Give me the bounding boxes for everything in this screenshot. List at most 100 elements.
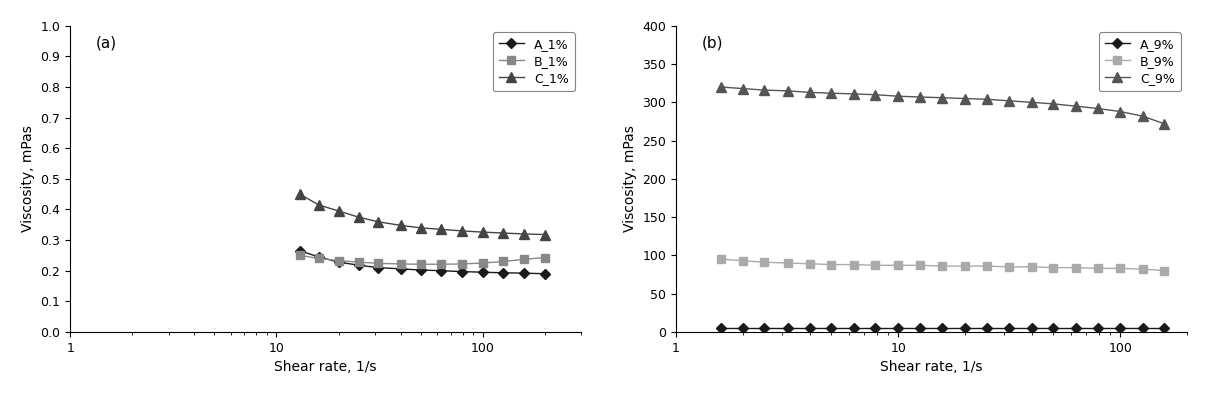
B_9% [1046, 265, 1061, 270]
A_9% [958, 326, 972, 331]
Line: B_9%: B_9% [718, 255, 1168, 275]
B_9% [892, 263, 906, 268]
A_9% [1113, 326, 1127, 331]
Text: (a): (a) [95, 35, 117, 50]
C_1% [394, 223, 408, 228]
A_1% [434, 268, 448, 273]
Y-axis label: Viscosity, mPas: Viscosity, mPas [623, 126, 637, 232]
A_9% [1024, 326, 1039, 331]
A_9% [757, 326, 772, 331]
B_1% [538, 255, 552, 260]
B_9% [1069, 265, 1084, 270]
A_9% [1136, 326, 1150, 331]
Legend: A_9%, B_9%, C_9%: A_9%, B_9%, C_9% [1098, 32, 1181, 91]
Line: A_1%: A_1% [296, 247, 548, 277]
A_9% [1157, 326, 1172, 331]
C_9% [757, 88, 772, 92]
B_9% [1157, 268, 1172, 273]
C_9% [1046, 102, 1061, 106]
A_1% [371, 265, 385, 270]
B_9% [1113, 266, 1127, 271]
Legend: A_1%, B_1%, C_1%: A_1%, B_1%, C_1% [493, 32, 575, 91]
C_9% [1024, 100, 1039, 105]
B_9% [1091, 266, 1105, 271]
B_1% [476, 261, 490, 265]
A_1% [312, 254, 326, 259]
B_1% [454, 261, 469, 266]
C_1% [496, 231, 511, 235]
C_9% [1136, 114, 1150, 118]
A_9% [824, 326, 838, 331]
A_9% [1001, 326, 1016, 331]
C_9% [802, 90, 817, 95]
B_9% [1001, 265, 1016, 269]
C_9% [980, 97, 994, 102]
A_9% [1091, 326, 1105, 331]
B_9% [1024, 265, 1039, 269]
C_1% [312, 203, 326, 207]
A_9% [869, 326, 883, 331]
X-axis label: Shear rate, 1/s: Shear rate, 1/s [881, 360, 983, 374]
B_9% [824, 262, 838, 267]
A_9% [847, 326, 861, 331]
B_1% [496, 259, 511, 264]
A_9% [1069, 326, 1084, 331]
B_1% [331, 258, 345, 263]
C_1% [517, 231, 532, 236]
A_1% [331, 260, 345, 265]
B_9% [935, 264, 949, 269]
Line: C_9%: C_9% [716, 82, 1169, 129]
C_9% [782, 88, 796, 93]
X-axis label: Shear rate, 1/s: Shear rate, 1/s [274, 360, 377, 374]
B_9% [958, 264, 972, 269]
A_1% [394, 267, 408, 271]
A_1% [292, 248, 307, 253]
A_9% [913, 326, 928, 331]
B_1% [517, 257, 532, 262]
A_9% [980, 326, 994, 331]
C_1% [352, 215, 366, 220]
B_9% [913, 263, 928, 268]
A_1% [352, 263, 366, 267]
A_1% [476, 270, 490, 275]
C_1% [434, 227, 448, 232]
A_9% [736, 326, 750, 331]
Line: C_1%: C_1% [295, 189, 550, 239]
B_1% [413, 262, 428, 267]
C_9% [736, 86, 750, 91]
C_1% [413, 226, 428, 230]
C_9% [1091, 106, 1105, 111]
C_9% [1157, 121, 1172, 126]
C_1% [538, 232, 552, 237]
C_9% [935, 95, 949, 100]
B_9% [714, 257, 728, 261]
Line: A_9%: A_9% [718, 325, 1168, 331]
B_9% [782, 261, 796, 265]
C_1% [371, 219, 385, 224]
A_9% [782, 326, 796, 331]
C_9% [1069, 104, 1084, 109]
A_9% [802, 326, 817, 331]
C_9% [1113, 109, 1127, 114]
B_1% [434, 262, 448, 267]
A_1% [538, 271, 552, 276]
C_9% [958, 96, 972, 101]
B_9% [847, 262, 861, 267]
B_1% [292, 253, 307, 258]
A_1% [517, 271, 532, 275]
C_9% [913, 95, 928, 100]
C_9% [824, 91, 838, 96]
B_9% [869, 263, 883, 268]
B_9% [1136, 267, 1150, 271]
B_1% [312, 256, 326, 261]
B_9% [802, 261, 817, 266]
A_9% [892, 326, 906, 331]
C_1% [454, 229, 469, 233]
B_1% [352, 260, 366, 265]
B_9% [757, 260, 772, 265]
A_9% [935, 326, 949, 331]
C_9% [869, 92, 883, 97]
A_9% [1046, 326, 1061, 331]
A_1% [454, 269, 469, 274]
B_1% [371, 261, 385, 266]
